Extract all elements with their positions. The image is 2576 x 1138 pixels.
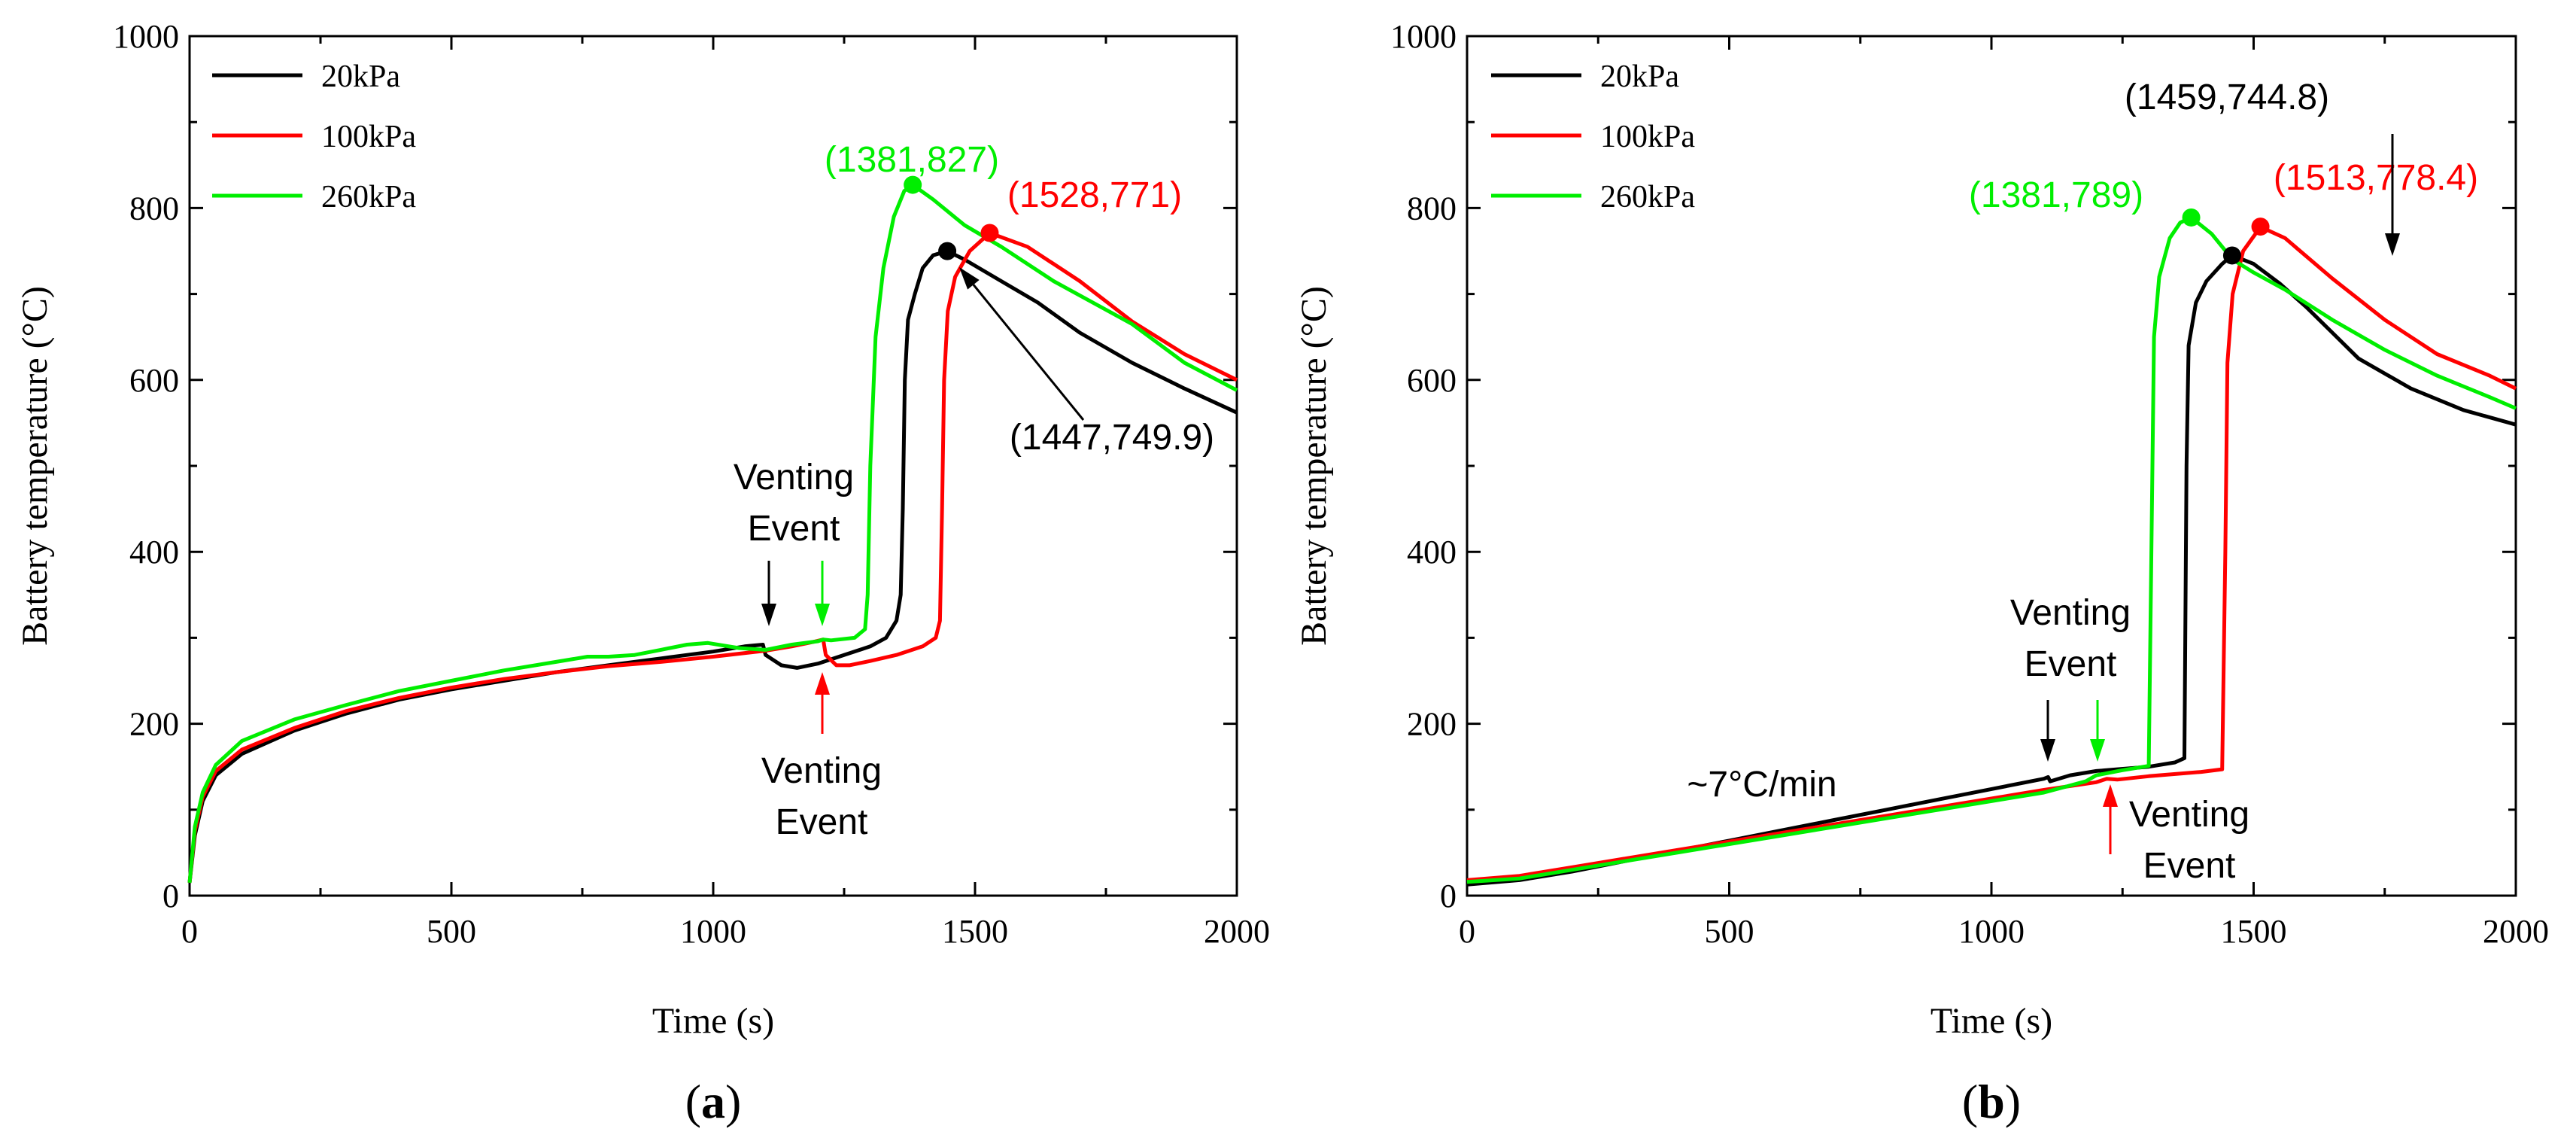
x-tick-label: 1000 [1958,913,2025,950]
annotation-arrow-3-head [959,267,980,290]
annotation-arrow-1-head [815,604,830,626]
annotation-arrow-1-head [2040,739,2055,762]
y-axis-title: Battery temperature (°C) [15,286,55,646]
legend-label: 20kPa [1600,59,1679,94]
y-tick-label: 1000 [1390,18,1457,55]
panel-label: (b) [1962,1075,2021,1128]
annotation-arrow-2-head [2090,739,2105,762]
annotation-text: (1513,778.4) [2274,158,2478,198]
y-tick-label: 600 [1407,362,1457,399]
annotation-text: Venting [2010,593,2131,633]
y-tick-label: 200 [129,706,179,743]
x-tick-label: 500 [427,913,476,950]
annotation-arrow-3-head [2103,784,2118,807]
x-tick-label: 0 [181,913,198,950]
x-tick-label: 500 [1705,913,1754,950]
annotation-text: (1381,789) [1969,175,2143,215]
series-line-100kPa [1466,225,2517,882]
x-axis-title: Time (s) [652,1001,774,1041]
x-tick-label: 1500 [2221,913,2287,950]
legend-label: 260kPa [1600,180,1695,215]
peak-marker [2222,246,2241,265]
annotation-text: Event [748,509,840,549]
x-tick-label: 0 [1459,913,1475,950]
y-tick-label: 800 [129,190,179,227]
annotation-text: (1381,827) [825,140,999,180]
peak-marker [938,242,957,260]
annotation-text: (1528,771) [1007,175,1182,215]
annotation-text: Event [2025,644,2117,684]
annotation-text: Event [776,802,868,842]
y-tick-label: 0 [163,878,179,914]
legend-label: 260kPa [321,180,416,215]
series-line-260kPa [187,183,1238,884]
annotation-arrow-3-shaft [972,284,1085,421]
y-tick-label: 0 [1440,878,1457,914]
panel-label: (a) [685,1075,742,1128]
y-tick-label: 200 [1407,706,1457,743]
y-tick-label: 400 [1407,534,1457,571]
annotation-text: (1447,749.9) [1010,418,1214,458]
annotation-arrow-0-head [761,604,776,626]
annotation-text: (1459,744.8) [2125,78,2329,117]
x-axis-title: Time (s) [1930,1001,2052,1041]
peak-marker [2251,218,2270,236]
series-line-100kPa [187,231,1238,884]
annotation-text: ~7°C/min [1687,765,1836,805]
x-tick-label: 2000 [2483,913,2549,950]
legend-label: 100kPa [1600,120,1695,154]
chart-panel-a: 0 500 1000 1500 2000 0 200 400 600 800 1000 Time (s… [15,18,1270,1128]
annotation-arrow-0-head [2385,233,2400,256]
x-tick-label: 2000 [1204,913,1270,950]
x-tick-label: 1500 [942,913,1008,950]
chart-panel-b: 0 500 1000 1500 2000 0 200 400 600 800 1000 Time (s… [1294,18,2549,1128]
annotation-text: Event [2143,846,2236,886]
peak-marker [904,175,922,194]
y-tick-label: 400 [129,534,179,571]
annotation-text: Venting [2129,795,2249,835]
series-line-260kPa [1466,215,2517,884]
series-line-20kPa [187,249,1238,884]
y-tick-label: 1000 [113,18,179,55]
peak-marker [980,224,999,242]
x-tick-label: 1000 [680,913,746,950]
annotation-text: Venting [761,751,882,791]
y-tick-label: 600 [129,362,179,399]
annotation-text: Venting [734,458,854,497]
y-tick-label: 800 [1407,190,1457,227]
peak-marker [2182,208,2201,227]
y-axis-title: Battery temperature (°C) [1294,286,1334,646]
annotation-arrow-2-head [815,672,830,695]
legend-label: 100kPa [321,120,416,154]
legend-label: 20kPa [321,59,400,94]
